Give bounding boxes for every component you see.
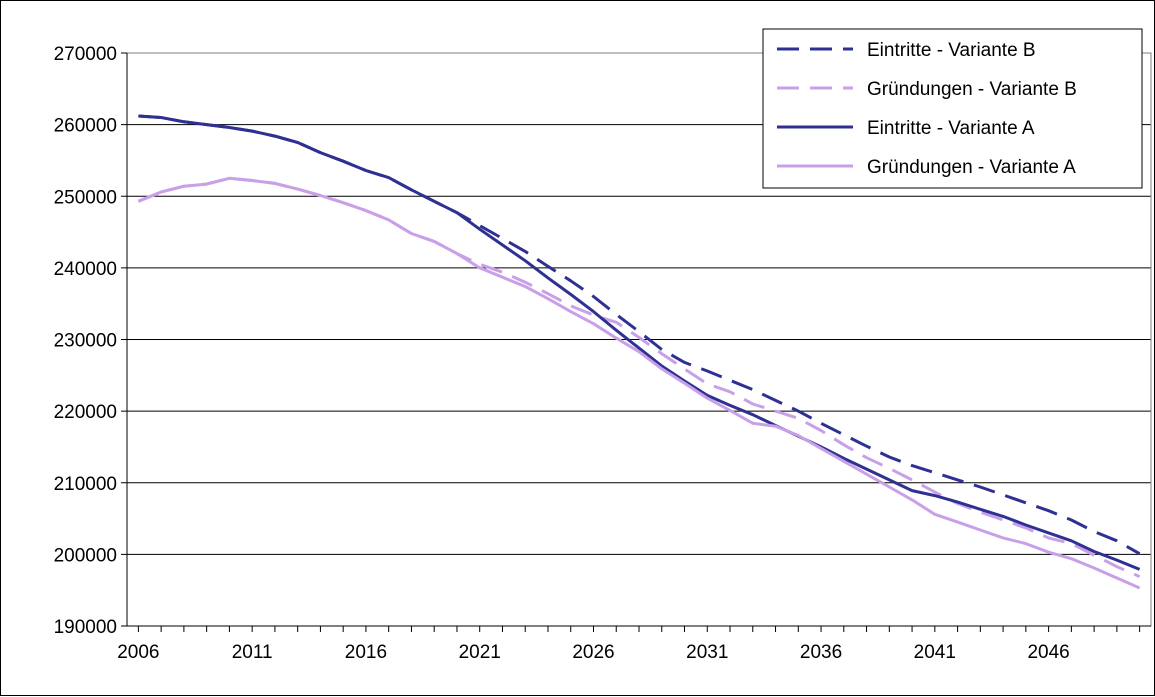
series-line-grundungen-variante-a	[137, 176, 1141, 590]
legend-label: Gründungen - Variante A	[867, 157, 1076, 178]
y-tick-label: 260000	[54, 116, 117, 137]
axes: 190000 200000 210000 220000 230000 240000 2500…	[54, 44, 1151, 663]
y-tick-label: 240000	[54, 259, 117, 280]
x-tick-label: 2026	[572, 642, 614, 663]
series-lines	[137, 114, 1141, 590]
x-tick-label: 2041	[914, 642, 956, 663]
y-tick-label: 200000	[54, 545, 117, 566]
y-tick-label: 230000	[54, 331, 117, 352]
gridlines	[127, 52, 1151, 555]
y-tick-label: 220000	[54, 402, 117, 423]
legend-item-grundungen-variante-a: Gründungen - Variante A	[777, 157, 1076, 178]
series-line-eintritte-variante-a	[138, 114, 1141, 571]
x-tick-label: 2011	[232, 642, 273, 663]
y-tick-label: 190000	[54, 617, 117, 638]
y-tick-label: 250000	[54, 187, 117, 208]
legend-box	[762, 28, 1143, 189]
x-tick-label: 2006	[117, 642, 159, 663]
x-tick-label: 2046	[1027, 642, 1069, 663]
legend-item-eintritte-variante-a: Eintritte - Variante A	[777, 118, 1035, 139]
x-tick-label: 2021	[459, 642, 501, 663]
legend-label: Gründungen - Variante B	[867, 79, 1077, 100]
x-tick-label: 2036	[800, 642, 842, 663]
legend: Eintritte - Variante B Gründungen - Varia…	[762, 28, 1143, 189]
y-tick-label: 210000	[54, 474, 117, 495]
legend-item-eintritte-variante-b: Eintritte - Variante B	[777, 40, 1036, 61]
legend-item-grundungen-variante-b: Gründungen - Variante B	[777, 79, 1077, 100]
series-line-grundungen-variante-b	[137, 176, 1141, 578]
legend-label: Eintritte - Variante A	[867, 118, 1035, 139]
x-tick-label: 2031	[686, 642, 728, 663]
x-tick-label: 2016	[345, 642, 387, 663]
legend-label: Eintritte - Variante B	[867, 40, 1036, 61]
y-tick-label: 270000	[54, 44, 117, 65]
